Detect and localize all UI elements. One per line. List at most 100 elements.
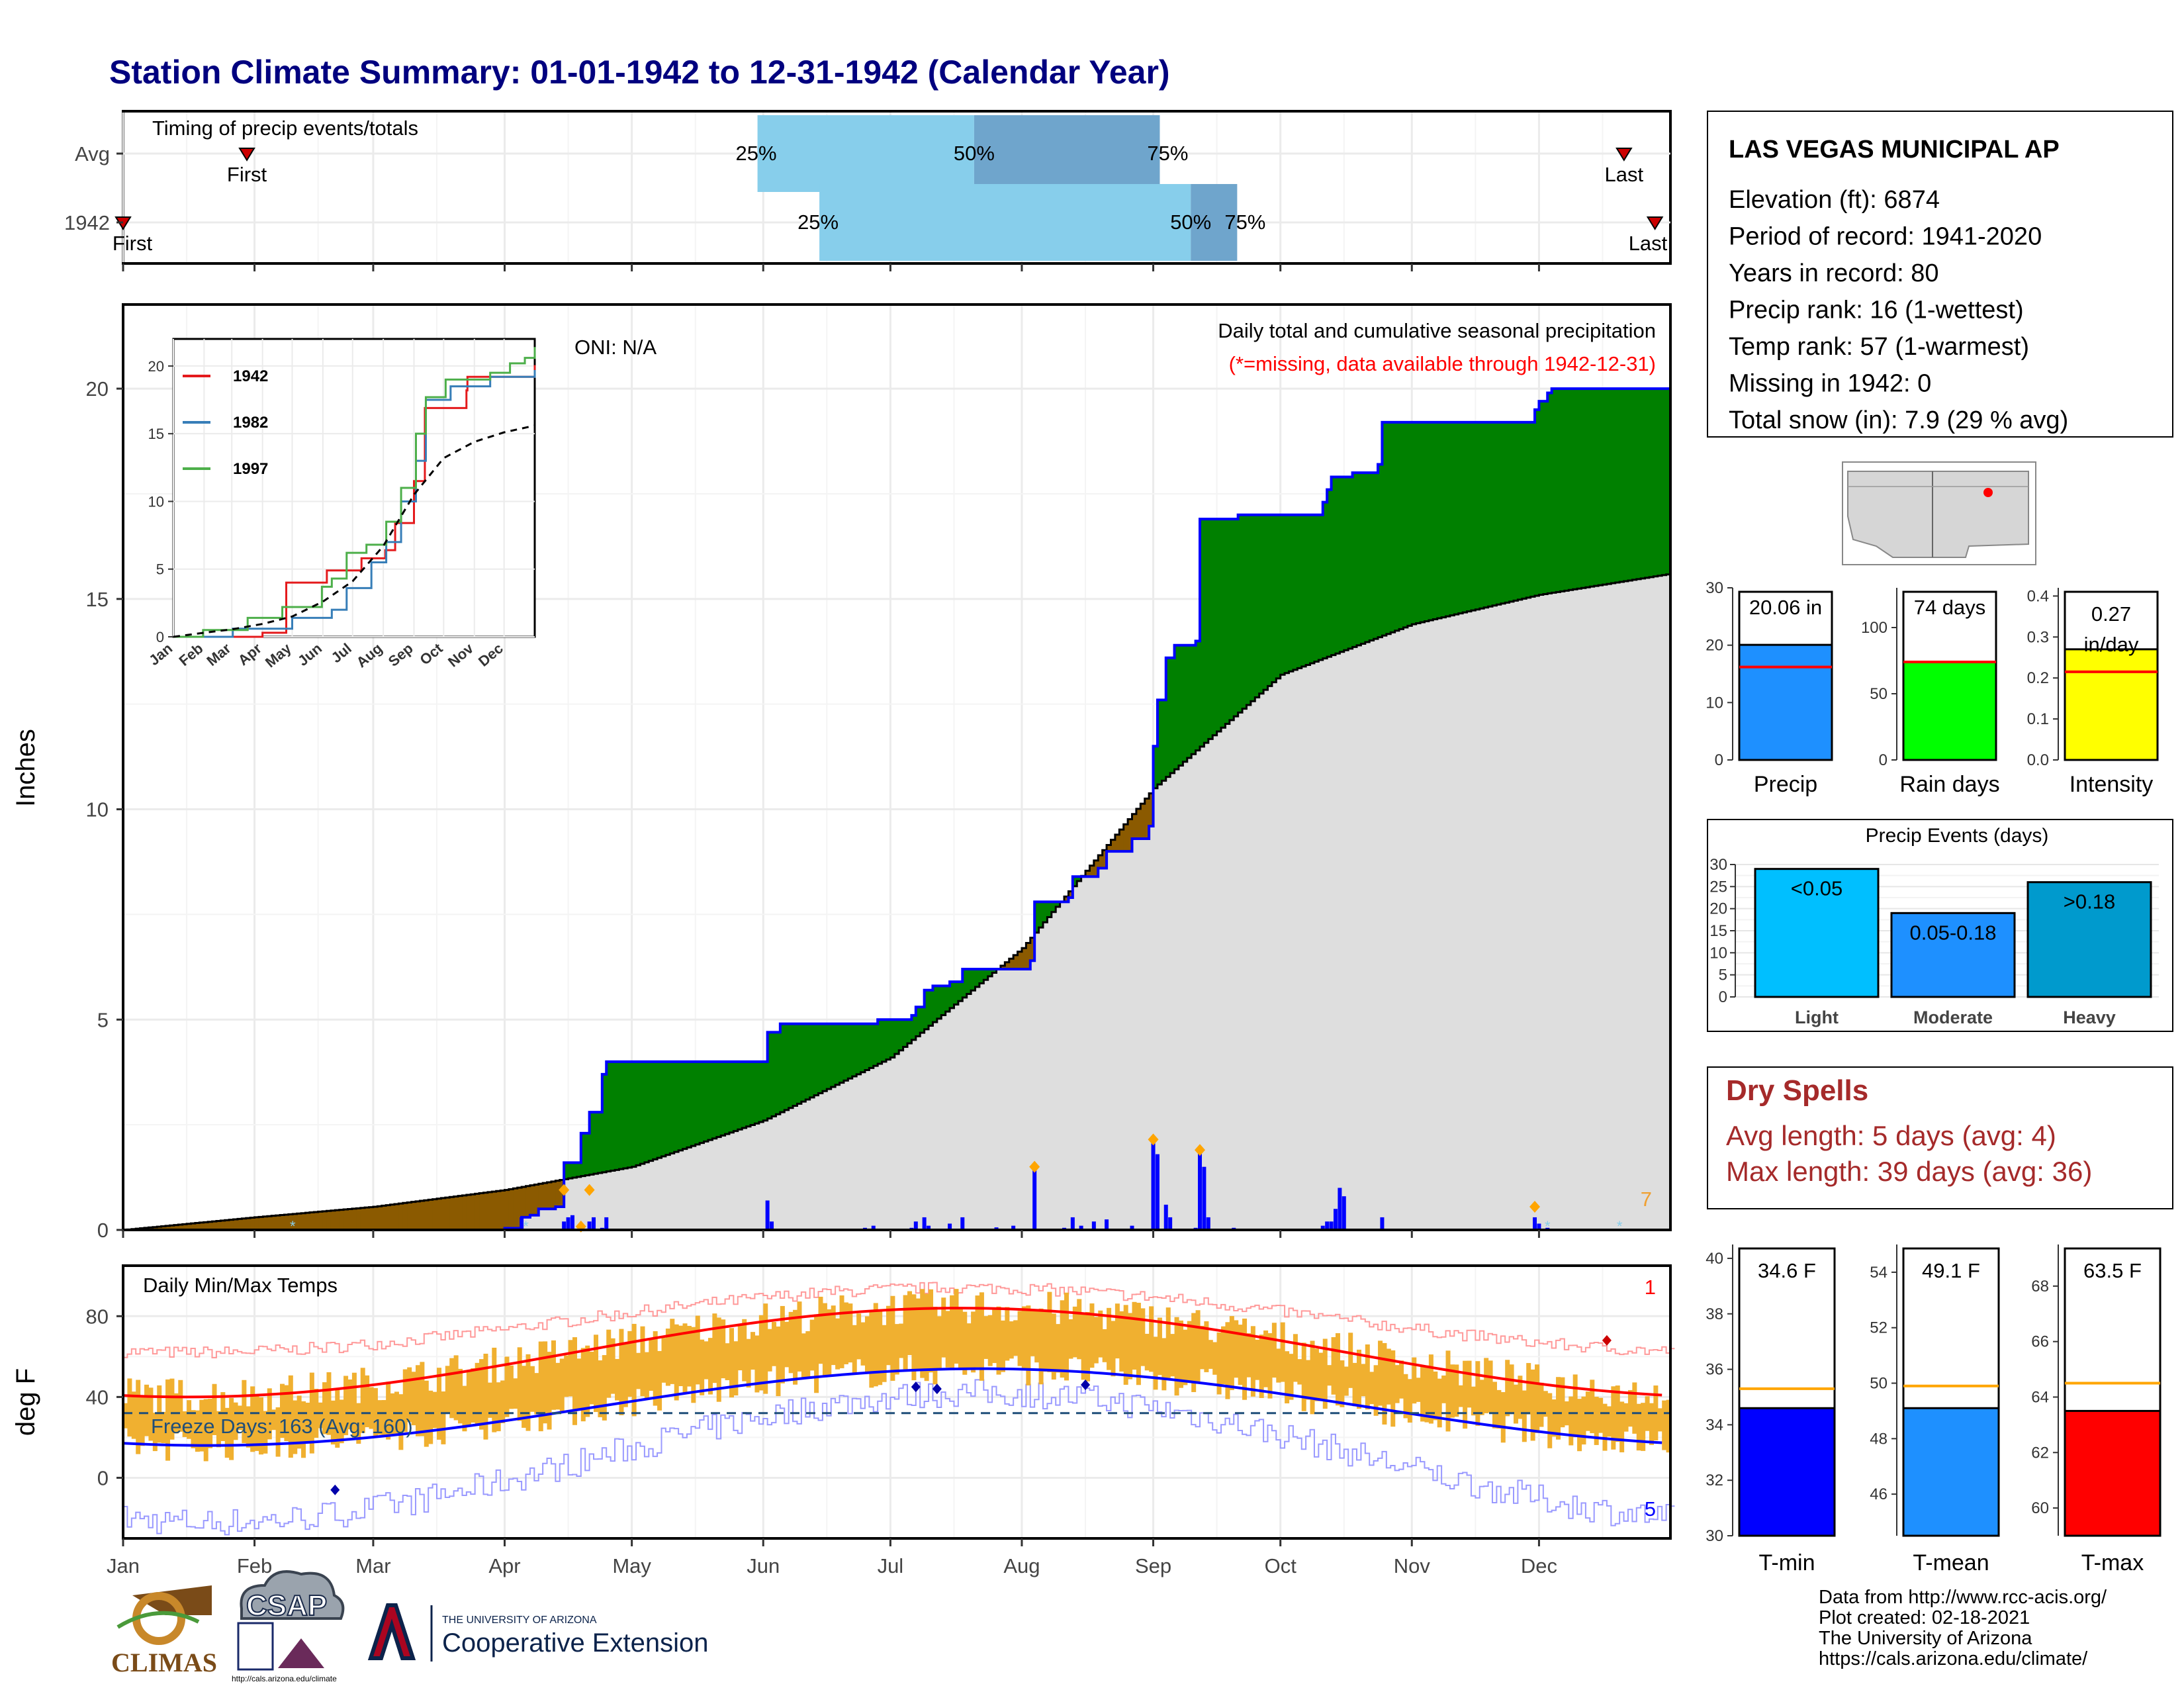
daily-temp-bar bbox=[1403, 1374, 1408, 1419]
daily-temp-bar bbox=[780, 1305, 785, 1383]
daily-temp-bar bbox=[1191, 1313, 1197, 1392]
precip-anomaly-bar bbox=[1390, 422, 1396, 633]
daily-temp-bar bbox=[860, 1322, 866, 1366]
daily-temp-bar bbox=[1386, 1348, 1391, 1405]
daily-temp-bar bbox=[1479, 1380, 1484, 1415]
daily-temp-bar bbox=[347, 1379, 353, 1430]
precip-anomaly-bar bbox=[924, 990, 929, 1029]
daily-temp-bar bbox=[386, 1382, 391, 1440]
daily-temp-bar bbox=[271, 1409, 277, 1430]
daily-precip-bar bbox=[1333, 1209, 1338, 1230]
precip-anomaly-bar bbox=[1424, 422, 1430, 622]
precip-anomaly-bar bbox=[246, 1218, 251, 1230]
precip-anomaly-bar bbox=[649, 1061, 654, 1161]
daily-temp-bar bbox=[1365, 1344, 1370, 1410]
record-low-marker bbox=[330, 1484, 340, 1495]
precip-anomaly-bar bbox=[784, 1023, 790, 1110]
daily-temp-bar bbox=[1590, 1380, 1595, 1434]
precip-anomaly-bar bbox=[941, 986, 946, 1015]
daily-temp-bar bbox=[1416, 1378, 1421, 1402]
daily-temp-bar bbox=[907, 1291, 913, 1356]
month-label: Feb bbox=[237, 1554, 272, 1577]
precip-anomaly-bar bbox=[822, 1023, 827, 1092]
trace-marker: * bbox=[1545, 1218, 1551, 1235]
precip-anomaly-bar bbox=[869, 1023, 874, 1068]
precip-header: Daily total and cumulative seasonal prec… bbox=[1218, 319, 1656, 342]
station-info-line: Precip rank: 16 (1-wettest) bbox=[1729, 297, 2024, 324]
inset-legend-label: 1942 bbox=[233, 367, 268, 385]
events-tick-label: 10 bbox=[1709, 944, 1727, 962]
daily-precip-bar bbox=[566, 1217, 570, 1230]
precip-anomaly-bar bbox=[462, 1195, 467, 1230]
daily-temp-bar bbox=[1208, 1340, 1213, 1369]
precip-anomaly-bar bbox=[1314, 514, 1319, 662]
daily-temp-bar bbox=[1496, 1389, 1502, 1429]
daily-precip-bar bbox=[1011, 1225, 1016, 1230]
precip-anomaly-bar bbox=[780, 1023, 785, 1113]
daily-temp-bar bbox=[606, 1329, 612, 1398]
precip-anomaly-bar bbox=[293, 1213, 298, 1230]
daily-temp-bar bbox=[1627, 1389, 1633, 1427]
daily-precip-bar bbox=[1320, 1225, 1325, 1230]
station-name: LAS VEGAS MUNICIPAL AP bbox=[1729, 136, 2060, 164]
daily-precip-bar bbox=[1032, 1166, 1037, 1230]
precip-anomaly-bar bbox=[950, 982, 955, 1008]
events-tick-label: 25 bbox=[1709, 878, 1727, 896]
precip-anomaly-bar bbox=[157, 1227, 162, 1230]
footer-line-2: Plot created: 02-18-2021 bbox=[1819, 1607, 2030, 1628]
events-tick-label: 5 bbox=[1719, 966, 1727, 984]
daily-temp-bar bbox=[1128, 1313, 1133, 1380]
precip-anomaly-bar bbox=[945, 986, 950, 1012]
precip-anomaly-bar bbox=[508, 1189, 514, 1229]
precip-anomaly-bar bbox=[936, 986, 942, 1019]
snow-event-marker bbox=[1029, 1160, 1040, 1173]
daily-temp-bar bbox=[793, 1309, 798, 1385]
timing-first-label: First bbox=[113, 232, 153, 255]
precip-anomaly-bar bbox=[636, 1061, 641, 1166]
precip-anomaly-bar bbox=[894, 1019, 899, 1055]
precip-corner-count: 7 bbox=[1641, 1188, 1652, 1211]
daily-precip-bar bbox=[871, 1225, 876, 1230]
daily-temp-bar bbox=[589, 1351, 594, 1405]
precip-areas bbox=[123, 386, 1672, 1231]
temp-ytick-label: 0 bbox=[97, 1466, 109, 1489]
precip-anomaly-bar bbox=[1077, 876, 1082, 881]
daily-temp-bar bbox=[716, 1317, 721, 1402]
precip-anomaly-bar bbox=[640, 1061, 645, 1164]
precip-anomaly-bar bbox=[296, 1213, 302, 1230]
precip-anomaly-bar bbox=[1373, 473, 1379, 639]
snow-event-marker bbox=[1148, 1133, 1159, 1146]
precip-anomaly-bar bbox=[547, 1182, 552, 1209]
daily-temp-bar bbox=[678, 1325, 684, 1387]
temp-y-axis: 0 40 80 bbox=[86, 1305, 123, 1489]
daily-temp-bar bbox=[1060, 1300, 1065, 1378]
precip-anomaly-bar bbox=[700, 1061, 705, 1143]
precip-anomaly-bar bbox=[691, 1061, 696, 1147]
daily-precip-bar bbox=[1342, 1196, 1346, 1230]
daily-temp-bar bbox=[1424, 1365, 1430, 1423]
daily-temp-bar bbox=[1000, 1320, 1005, 1372]
inset-frame bbox=[172, 338, 536, 638]
precip-anomaly-bar bbox=[365, 1207, 370, 1230]
temp-summary-value-bar bbox=[1738, 1407, 1836, 1537]
daily-temp-bar bbox=[1161, 1338, 1167, 1391]
temp-content bbox=[122, 1282, 1675, 1536]
daily-temp-bar bbox=[1543, 1391, 1548, 1417]
daily-temp-bar bbox=[873, 1303, 878, 1387]
daily-precip-bar bbox=[604, 1217, 609, 1230]
daily-temp-bar bbox=[492, 1347, 497, 1432]
footer-line-3: The University of Arizona bbox=[1819, 1628, 2032, 1649]
daily-temp-bar bbox=[1458, 1385, 1463, 1407]
precip-ytick-label: 20 bbox=[86, 377, 109, 400]
daily-temp-bar bbox=[453, 1355, 459, 1421]
daily-temp-bar bbox=[242, 1380, 247, 1444]
summary-value-label: 74 days bbox=[1914, 596, 1986, 619]
precip-anomaly-bar bbox=[1577, 389, 1582, 589]
daily-temp-bar bbox=[987, 1315, 993, 1366]
daily-temp-bar bbox=[1250, 1326, 1255, 1397]
station-info: LAS VEGAS MUNICIPAL AP Elevation (ft): 6… bbox=[1707, 111, 2173, 438]
average-cumulative-area bbox=[123, 573, 1670, 1230]
daily-temp-bar bbox=[903, 1295, 908, 1370]
daily-temp-bar bbox=[801, 1333, 806, 1378]
daily-temp-bar bbox=[1267, 1333, 1273, 1399]
